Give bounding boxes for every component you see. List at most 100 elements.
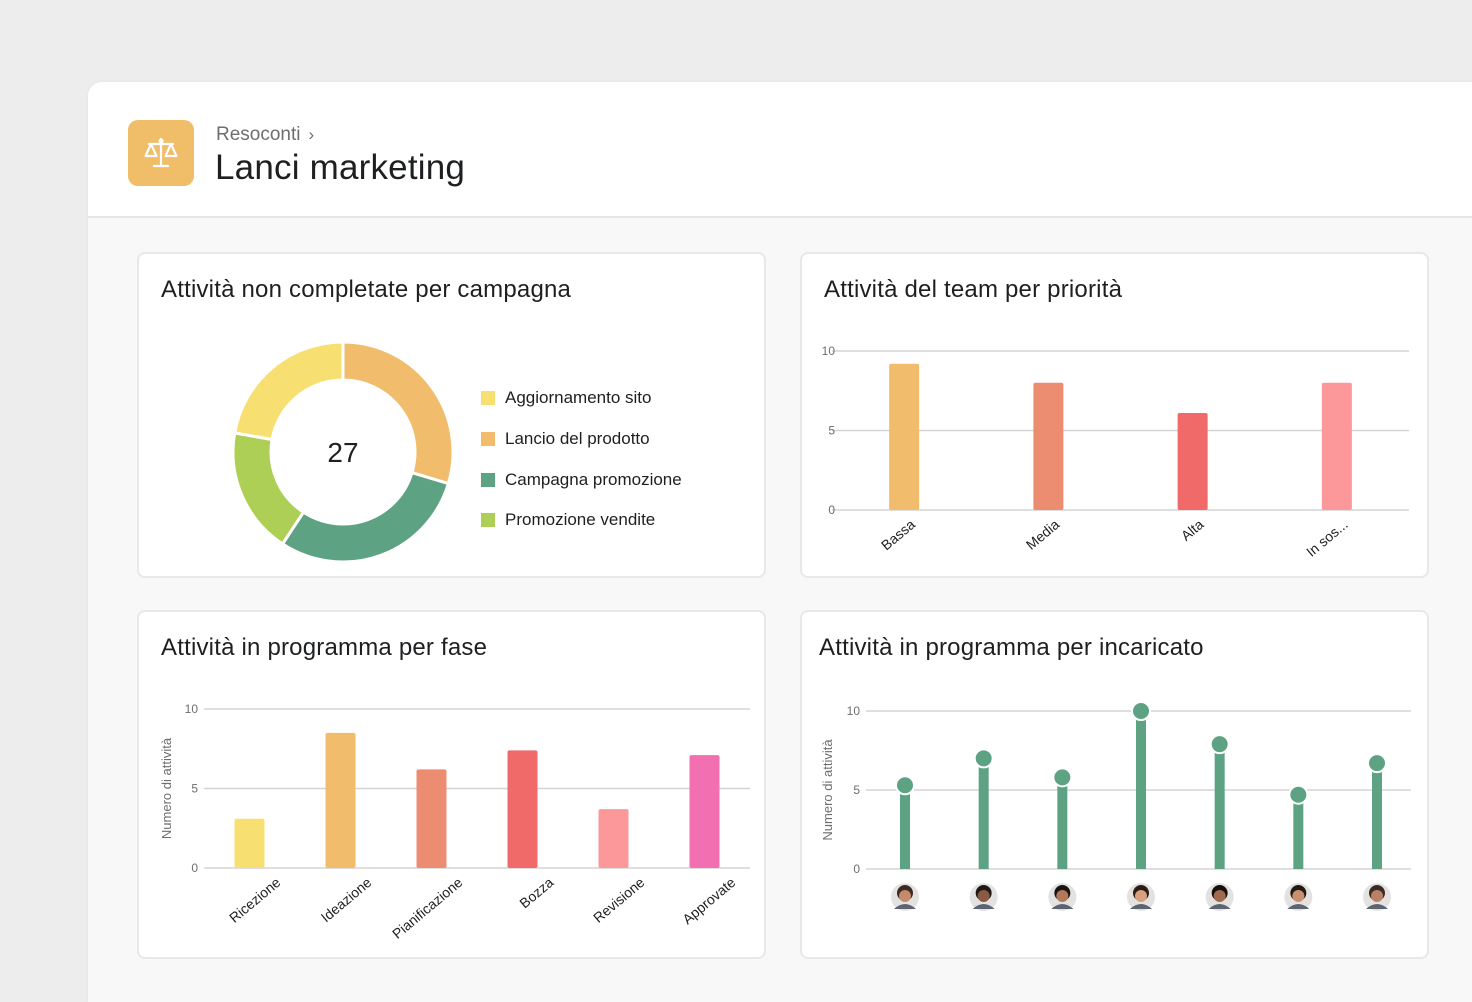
page-header: Resoconti › Lanci marketing [88,82,1472,218]
chart-card-scheduled-by-assignee[interactable]: Attività in programma per incaricato 0 5 1… [800,610,1429,959]
bar [325,732,356,868]
y-tick-label: 10 [185,702,199,716]
donut-slice [280,470,451,564]
y-axis-label: Numero di attività [159,737,174,839]
avatar-face [899,890,911,902]
y-tick-label: 5 [828,424,835,438]
breadcrumb-link[interactable]: Resoconti [216,124,301,145]
legend-label: Campagna promozione [505,469,682,489]
avatar-shoulders [1130,904,1152,909]
legend-swatch [481,513,495,528]
avatar-face [1371,890,1383,902]
bar [689,755,720,868]
avatar-shoulders [1287,904,1310,909]
lollipop-dot [1131,701,1151,721]
x-tick-label: Ideazione [318,874,375,925]
lollipop-stem [1057,777,1068,869]
x-tick-label: In sos... [1303,516,1351,560]
bar [234,818,265,868]
card-title: Attività non completate per campagna [161,276,572,303]
avatar-3 [1048,883,1077,911]
y-tick-label: 0 [191,861,198,875]
legend-swatch [481,472,495,487]
bar [598,809,629,868]
lollipop-stem [1293,794,1304,869]
donut-chart: 27 [231,340,455,564]
x-tick-label: Media [1023,516,1063,553]
avatar-1 [891,883,919,911]
lollipop-stem [1214,744,1225,869]
legend-item[interactable]: Lancio del prodotto [481,419,682,460]
lollipop-dot [1367,753,1387,774]
project-icon[interactable] [128,120,194,186]
avatar-6 [1284,883,1313,911]
y-tick-label: 0 [828,503,835,517]
donut-slice [232,340,345,442]
bar [1177,413,1208,510]
x-tick-label: Bozza [516,874,556,911]
avatar-shoulders [1051,904,1074,909]
bar [1321,382,1352,510]
card-title: Attività in programma per incaricato [819,634,1204,661]
lollipop-chart: 0 5 10 Numero di attività [820,701,1411,911]
y-tick-label: 5 [853,783,860,797]
scale-icon [144,137,178,168]
chart-card-team-by-priority[interactable]: Attività del team per priorità 0 5 10 Bassa… [800,252,1429,578]
chart-card-scheduled-by-phase[interactable]: Attività in programma per fase 0 5 10 Numer… [137,610,766,959]
legend-label: Promozione vendite [505,510,656,530]
lollipop-stem [1136,711,1146,869]
bar [889,363,920,510]
bar-chart: 0 5 10 Numero di attività Ricezione Ideazione… [159,702,750,942]
y-axis-label: Numero di attività [820,739,835,841]
chart-card-incomplete-by-campaign[interactable]: Attività non completate per campagna 27 … [137,252,766,578]
avatar-shoulders [894,904,916,909]
bar-chart: 0 5 10 Bassa Media Alta In sos... [822,344,1409,560]
x-tick-label: Pianificazione [389,874,466,942]
bar [507,750,538,868]
avatar-face [1056,890,1069,902]
x-tick-label: Alta [1178,516,1207,544]
breadcrumb[interactable]: Resoconti › [216,124,314,146]
lollipop-dot [1288,784,1309,805]
legend-item[interactable]: Aggiornamento sito [481,378,682,419]
lollipop-dot [1052,767,1073,788]
avatar-shoulders [1366,904,1388,909]
avatar-face [1292,890,1305,902]
avatar-shoulders [1208,904,1231,909]
x-tick-label: Ricezione [226,874,284,926]
x-tick-label: Bassa [878,516,918,553]
chevron-right-icon: › [308,125,315,144]
bar [416,769,447,868]
legend-item[interactable]: Promozione vendite [481,500,682,541]
x-tick-label: Approvate [679,874,738,927]
lollipop-stem [900,785,910,869]
card-title: Attività in programma per fase [161,634,488,661]
avatar-5 [1205,883,1234,911]
avatar-shoulders [972,904,995,909]
legend-swatch [481,432,495,447]
lollipop-stem [978,758,989,869]
y-tick-label: 5 [191,782,198,796]
lollipop-dot [895,775,915,796]
lollipop-stem [1372,763,1382,869]
avatar-7 [1363,883,1391,911]
y-tick-label: 0 [853,862,860,876]
legend-swatch [481,391,495,406]
lollipop-dot [1209,734,1230,755]
page-title: Lanci marketing [215,148,466,187]
legend-label: Aggiornamento sito [505,388,652,408]
card-title: Attività del team per priorità [824,276,1123,303]
y-tick-label: 10 [822,344,836,358]
bar [1033,382,1064,510]
avatar-face [1213,890,1226,902]
donut-slice [231,431,306,546]
avatar-face [1135,890,1147,902]
x-tick-label: Revisione [590,874,648,926]
y-tick-label: 10 [847,704,861,718]
avatar-4 [1127,883,1155,911]
avatar-2 [969,883,998,911]
legend-label: Lancio del prodotto [505,429,650,449]
legend-item[interactable]: Campagna promozione [481,459,682,500]
chart-legend: Aggiornamento sito Lancio del prodotto C… [481,378,682,541]
avatar-face [977,890,990,902]
